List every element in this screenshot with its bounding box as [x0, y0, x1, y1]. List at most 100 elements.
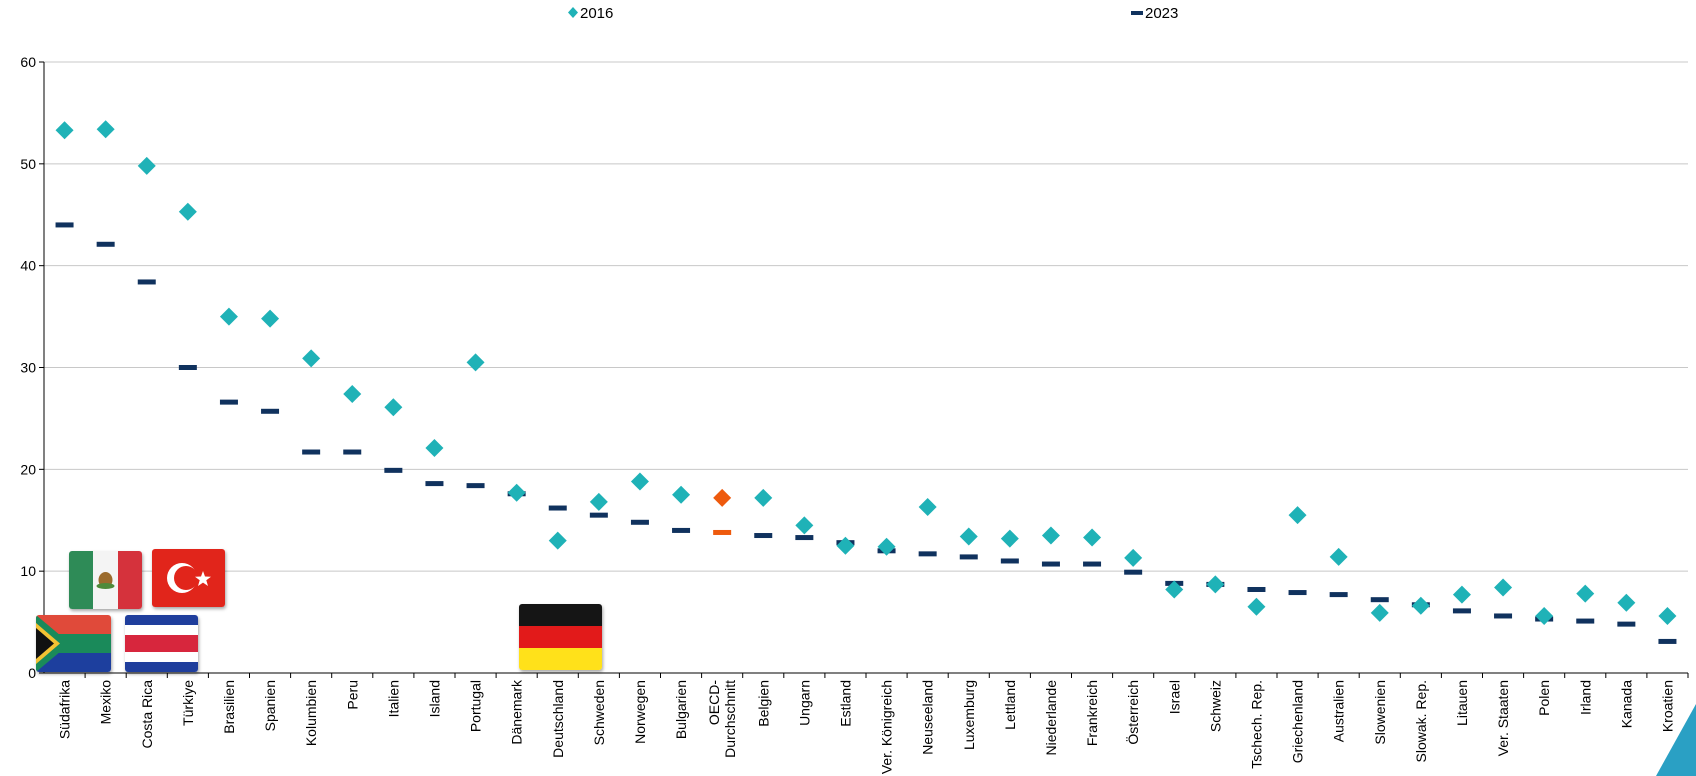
point-2023	[713, 529, 732, 535]
x-tick-label: Ver. Königreich	[879, 680, 895, 774]
legend: 2016 2023	[568, 5, 1178, 22]
point-2016	[96, 120, 115, 139]
x-tick-label: Griechenland	[1290, 680, 1306, 763]
flag-mexico-icon	[69, 551, 142, 609]
x-tick-label: Kanada	[1618, 680, 1634, 728]
point-2023	[1041, 561, 1060, 567]
x-tick-label-group: Costa Rica	[139, 680, 155, 749]
point-2016	[1124, 548, 1143, 567]
x-tick-label: Niederlande	[1043, 680, 1059, 756]
point-2023	[425, 481, 444, 487]
y-tick-labels: 0 10 20 30 40 50 60	[20, 54, 36, 681]
point-2016	[672, 485, 691, 504]
point-2016	[713, 488, 732, 507]
point-2016	[1329, 547, 1348, 566]
point-2016	[137, 156, 156, 175]
point-2016	[1041, 526, 1060, 545]
x-tick-label-group: Irland	[1577, 680, 1593, 715]
point-2023	[754, 533, 773, 539]
x-tick-label: Österreich	[1124, 680, 1141, 745]
point-2016	[1576, 584, 1595, 603]
x-tick-label: Bulgarien	[673, 680, 689, 739]
point-2016	[1452, 585, 1471, 604]
gridlines	[44, 61, 1688, 572]
x-tick-label-group: Lettland	[1002, 680, 1018, 730]
x-tick-label-group: Schweiz	[1207, 680, 1223, 732]
point-2023	[137, 279, 156, 285]
x-tick-label: Israel	[1166, 680, 1182, 714]
x-tick-label-group: Mexiko	[98, 680, 114, 725]
point-2023	[302, 449, 321, 455]
data-marks	[55, 120, 1677, 644]
x-tick-label-group: Kanada	[1618, 680, 1634, 728]
point-2023	[1000, 558, 1019, 564]
point-2023	[178, 365, 197, 370]
x-tick-label-group: Estland	[837, 680, 853, 727]
flag-turkiye-icon	[152, 549, 225, 607]
flag-south-africa-icon	[36, 615, 111, 672]
point-2023	[384, 467, 403, 473]
x-tick-label-group: OECD- Durchschnitt	[706, 680, 738, 758]
x-tick-label-group: Dänemark	[509, 679, 525, 745]
point-2016	[548, 531, 567, 550]
point-2016	[1165, 580, 1184, 599]
x-tick-label-group: Portugal	[468, 680, 484, 732]
x-tick-label-group: Belgien	[755, 680, 771, 727]
x-tick-label: Luxemburg	[961, 680, 977, 750]
x-tick-label-group: Ver. Staaten	[1495, 680, 1511, 756]
legend-marker-2016	[568, 7, 578, 18]
x-tick-label-group: Ungarn	[796, 680, 812, 726]
point-2023	[1329, 592, 1348, 598]
point-2016	[261, 309, 280, 328]
x-tick-label: Durchschnitt	[722, 680, 738, 758]
point-2023	[795, 535, 814, 541]
x-tick-label: Norwegen	[632, 680, 648, 744]
x-tick-label: Südafrika	[57, 680, 73, 739]
point-2023	[589, 512, 608, 518]
x-tick-label-group: Kolumbien	[303, 680, 319, 746]
point-2016	[1288, 506, 1307, 525]
x-tick-label-group: Polen	[1536, 680, 1552, 716]
legend-marker-2023	[1131, 11, 1143, 15]
x-tick-label: Australien	[1331, 680, 1347, 742]
x-tick-label-group: Slowak. Rep.	[1413, 680, 1429, 762]
x-tick-label-group: Kroatien	[1659, 680, 1675, 732]
x-tick-label-group: Luxemburg	[961, 680, 977, 750]
point-2023	[630, 519, 649, 525]
x-tick-label: Schweiz	[1207, 680, 1223, 732]
point-2023	[1247, 586, 1266, 592]
legend-label-2016: 2016	[580, 5, 613, 22]
x-tick-label-group: Österreich	[1124, 680, 1141, 745]
point-2023	[1083, 561, 1102, 567]
x-tick-label-group: Israel	[1166, 680, 1182, 714]
x-tick-label-group: Peru	[344, 680, 360, 710]
x-tick-label: Ver. Staaten	[1495, 680, 1511, 756]
x-tick-label: Island	[426, 680, 442, 717]
x-tick-label: Brasilien	[221, 680, 237, 734]
corner-decoration	[1656, 704, 1696, 776]
point-2016	[384, 398, 403, 417]
x-tick-label: Deutschland	[550, 680, 566, 758]
x-tick-label: Lettland	[1002, 680, 1018, 730]
point-2023	[1370, 597, 1389, 603]
x-tick-label: Irland	[1577, 680, 1593, 715]
legend-label-2023: 2023	[1145, 5, 1178, 22]
point-2023	[1658, 638, 1677, 644]
x-tick-label: Italien	[385, 680, 401, 717]
x-tick-label: Frankreich	[1084, 680, 1100, 746]
point-2016	[1206, 575, 1225, 594]
point-2023	[672, 527, 691, 533]
point-2023	[1494, 613, 1513, 619]
x-tick-label-group: Türkiye	[180, 680, 196, 726]
x-tick-label-group: Brasilien	[221, 680, 237, 734]
x-tick-label: Kroatien	[1659, 680, 1675, 732]
point-2023	[1576, 618, 1595, 624]
point-2016	[178, 202, 197, 221]
x-tick-label-group: Australien	[1331, 680, 1347, 742]
x-tick-labels: Südafrika Mexiko Costa Rica Türkiye Brasilie…	[57, 679, 1676, 774]
x-tick-label: Ungarn	[796, 680, 812, 726]
x-tick-label-group: Griechenland	[1290, 680, 1306, 763]
point-2016	[754, 488, 773, 507]
x-tick-label: Türkiye	[180, 680, 196, 726]
